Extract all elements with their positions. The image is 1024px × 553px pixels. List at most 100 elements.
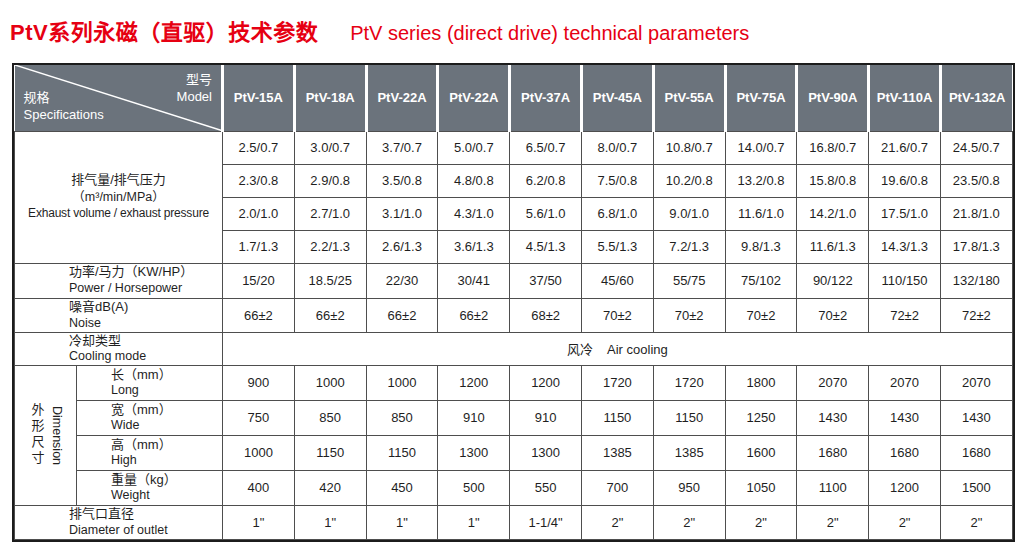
table-cell: 1800: [725, 365, 797, 400]
table-cell: 75/102: [725, 263, 797, 298]
table-cell: 132/180: [940, 263, 1012, 298]
wide-label-cell: 宽（mm） Wide: [77, 400, 223, 435]
table-cell: 1150: [366, 435, 438, 470]
table-cell: 45/60: [581, 263, 653, 298]
power-label-cell: 功率/马力（KW/HP） Power / Horsepower: [15, 263, 223, 298]
table-cell: 6.2/0.8: [510, 164, 582, 197]
table-cell: 2.9/0.8: [294, 164, 366, 197]
power-row: 功率/马力（KW/HP） Power / Horsepower 15/2018.…: [15, 263, 1013, 298]
table-cell: 17.5/1.0: [869, 197, 941, 230]
table-cell: 19.6/0.8: [869, 164, 941, 197]
table-cell: 24.5/0.7: [940, 131, 1012, 164]
cooling-label-en: Cooling mode: [69, 349, 146, 363]
table-cell: 1.7/1.3: [223, 230, 295, 263]
page-title: PtV系列永磁（直驱）技术参数 PtV series (direct drive…: [0, 0, 1024, 46]
corner-spec-zh: 规格: [24, 90, 50, 105]
table-cell: 2": [725, 505, 797, 539]
table-cell: 2.7/1.0: [294, 197, 366, 230]
parameters-table: 型号 Model 规格 Specifications PtV-15APtV-18…: [14, 65, 1013, 540]
long-label-en: Long: [111, 383, 139, 397]
table-cell: 700: [581, 470, 653, 505]
table-cell: 1500: [940, 470, 1012, 505]
table-cell: 3.6/1.3: [438, 230, 510, 263]
table-cell: 2": [797, 505, 869, 539]
dimension-group-zh: 外形尺寸: [28, 403, 47, 467]
table-cell: 3.5/0.8: [366, 164, 438, 197]
table-cell: 1680: [940, 435, 1012, 470]
table-cell: 7.2/1.3: [653, 230, 725, 263]
table-cell: 11.6/1.0: [725, 197, 797, 230]
exhaust-label-cell: 排气量/排气压力 （m³/min/MPa） Exhaust volume / e…: [15, 131, 223, 263]
table-cell: 14.0/0.7: [725, 131, 797, 164]
table-cell: 90/122: [797, 263, 869, 298]
table-cell: 66±2: [366, 298, 438, 332]
table-cell: 1": [438, 505, 510, 539]
table-cell: 2070: [940, 365, 1012, 400]
table-cell: 72±2: [869, 298, 941, 332]
corner-header-cell: 型号 Model 规格 Specifications: [15, 65, 223, 131]
table-cell: 16.8/0.7: [797, 131, 869, 164]
exhaust-row-1: 排气量/排气压力 （m³/min/MPa） Exhaust volume / e…: [15, 131, 1013, 164]
corner-model-en: Model: [177, 89, 212, 104]
table-cell: 70±2: [581, 298, 653, 332]
cooling-label-zh: 冷却类型: [69, 333, 121, 348]
table-cell: 850: [366, 400, 438, 435]
high-label-cell: 高（mm） High: [77, 435, 223, 470]
table-cell: 13.2/0.8: [725, 164, 797, 197]
table-cell: 1385: [653, 435, 725, 470]
table-cell: 8.0/0.7: [581, 131, 653, 164]
noise-label-zh: 噪音dB(A): [69, 299, 128, 314]
table-cell: 1200: [510, 365, 582, 400]
table-cell: 1600: [725, 435, 797, 470]
table-cell: 2.6/1.3: [366, 230, 438, 263]
table-cell: 15/20: [223, 263, 295, 298]
table-cell: 2.5/0.7: [223, 131, 295, 164]
dimension-group-cell: 外形尺寸 Dimension: [15, 365, 77, 505]
table-cell: 1150: [294, 435, 366, 470]
table-cell: 68±2: [510, 298, 582, 332]
table-cell: 1": [294, 505, 366, 539]
long-label-cell: 长（mm） Long: [77, 365, 223, 400]
table-cell: 10.8/0.7: [653, 131, 725, 164]
table-cell: 2": [940, 505, 1012, 539]
table-cell: 1100: [797, 470, 869, 505]
long-label-zh: 长（mm）: [111, 367, 172, 382]
high-label-en: High: [111, 453, 137, 467]
table-cell: 2.0/1.0: [223, 197, 295, 230]
table-cell: 1680: [869, 435, 941, 470]
table-cell: 1430: [869, 400, 941, 435]
table-cell: 850: [294, 400, 366, 435]
table-cell: 14.2/1.0: [797, 197, 869, 230]
table-cell: 70±2: [797, 298, 869, 332]
model-header: PtV-45A: [581, 65, 653, 131]
table-cell: 500: [438, 470, 510, 505]
table-cell: 66±2: [223, 298, 295, 332]
table-cell: 70±2: [725, 298, 797, 332]
table-cell: 1000: [294, 365, 366, 400]
table-cell: 910: [438, 400, 510, 435]
dimension-row-wide: 宽（mm） Wide 75085085091091011501150125014…: [15, 400, 1013, 435]
high-label-zh: 高（mm）: [111, 437, 172, 452]
table-cell: 550: [510, 470, 582, 505]
wide-label-zh: 宽（mm）: [111, 402, 172, 417]
table-cell: 30/41: [438, 263, 510, 298]
model-header: PtV-22A: [366, 65, 438, 131]
model-header: PtV-75A: [725, 65, 797, 131]
table-cell: 1150: [653, 400, 725, 435]
table-cell: 1300: [510, 435, 582, 470]
model-header: PtV-15A: [223, 65, 295, 131]
weight-label-cell: 重量（kg） Weight: [77, 470, 223, 505]
dimension-group-en: Dimension: [50, 406, 64, 465]
corner-spec-en: Specifications: [24, 107, 104, 122]
cooling-value-zh: 风冷: [567, 342, 593, 357]
table-cell: 17.8/1.3: [940, 230, 1012, 263]
model-header: PtV-55A: [653, 65, 725, 131]
exhaust-label-unit: （m³/min/MPa）: [72, 190, 164, 204]
table-cell: 900: [223, 365, 295, 400]
table-cell: 1-1/4": [510, 505, 582, 539]
outlet-label-zh: 排气口直径: [69, 506, 134, 521]
table-cell: 21.8/1.0: [940, 197, 1012, 230]
table-cell: 1150: [581, 400, 653, 435]
table-cell: 37/50: [510, 263, 582, 298]
table-cell: 1200: [869, 470, 941, 505]
